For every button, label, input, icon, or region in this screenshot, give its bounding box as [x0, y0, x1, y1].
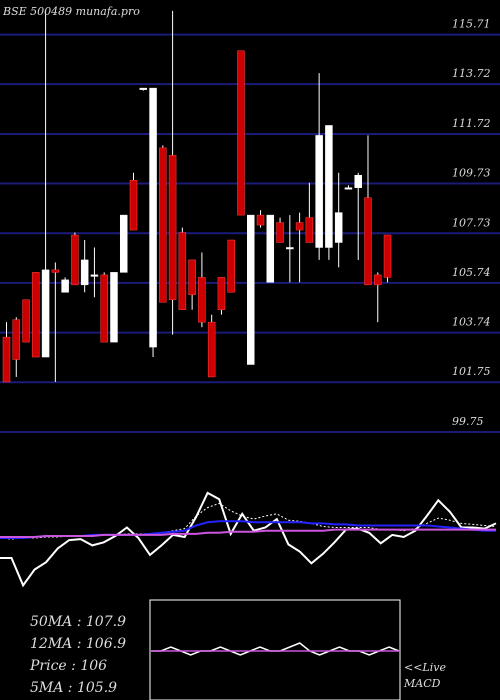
y-tick-label: 113.72: [452, 67, 491, 80]
indicator-series-line: [0, 528, 496, 538]
candle-body: [364, 197, 372, 286]
candle-body: [344, 187, 353, 190]
candle-body: [325, 125, 333, 248]
macd-label: <<Live MACD: [404, 660, 446, 692]
candle-body: [256, 214, 265, 226]
y-tick-label: 107.73: [452, 216, 491, 229]
macd-title: MACD: [404, 677, 441, 690]
price-chart: 115.71 113.72 111.72 109.73 107.73 105.74 103.…: [0, 10, 500, 433]
macd-series-line: [151, 642, 400, 656]
candle-body: [374, 274, 382, 286]
candle-body: [100, 274, 108, 343]
candle-body: [71, 234, 79, 286]
candle-body: [178, 232, 187, 310]
candle-body: [51, 269, 60, 273]
stat-50ma: 50MA : 107.9: [30, 614, 126, 630]
candle-body: [247, 214, 255, 365]
candle-body: [159, 147, 167, 303]
candle-body: [198, 277, 206, 323]
y-tick-label: 105.74: [452, 266, 491, 279]
y-tick-label: 99.75: [452, 415, 484, 428]
candle-body: [334, 212, 343, 243]
candle-body: [41, 269, 50, 358]
stat-label: 12MA: [30, 636, 73, 652]
y-tick-label: 115.71: [452, 18, 491, 31]
candle-body: [354, 175, 362, 188]
stat-label: Price: [30, 658, 72, 674]
candle-body: [110, 272, 118, 343]
candle-body: [12, 319, 21, 360]
candle-body: [22, 299, 30, 343]
candle-body: [2, 336, 11, 383]
candle-body: [305, 217, 314, 243]
macd-frame: [149, 599, 401, 700]
candle-body: [207, 321, 216, 378]
candle-body: [266, 214, 275, 283]
candle-body: [227, 239, 235, 293]
stat-value: 107.9: [85, 614, 126, 630]
stat-value: 106.9: [85, 636, 126, 652]
stat-5ma: 5MA : 105.9: [30, 680, 118, 696]
candle-body: [139, 87, 148, 90]
stat-12ma: 12MA : 106.9: [30, 636, 126, 652]
candle-body: [188, 259, 196, 296]
candle-body: [129, 179, 138, 231]
candle-body: [168, 155, 177, 301]
y-tick-label: 101.75: [452, 365, 491, 378]
candle-body: [119, 214, 128, 273]
indicator-series-line: [0, 502, 497, 540]
y-tick-label: 111.72: [452, 117, 491, 130]
candle-body: [149, 87, 157, 348]
candle-body: [237, 50, 245, 216]
candle-body: [217, 277, 226, 310]
stat-price: Price : 106: [30, 658, 108, 674]
live-label: <<Live: [404, 661, 446, 674]
stat-value: 106: [80, 658, 108, 674]
candle-body: [286, 247, 294, 250]
candle-body: [315, 135, 323, 248]
stat-label: 5MA: [30, 680, 64, 696]
chart-title: BSE 500489 munafa.pro: [3, 5, 140, 18]
candle-body: [276, 222, 284, 243]
indicator-series-line: [0, 491, 497, 588]
candle-body: [383, 234, 392, 278]
stat-value: 105.9: [76, 680, 118, 696]
candle-body: [32, 272, 40, 358]
candle-body: [90, 274, 99, 277]
candle-body: [295, 222, 304, 231]
stat-label: 50MA: [30, 614, 73, 630]
y-tick-label: 109.73: [452, 166, 491, 179]
candle-body: [61, 279, 69, 293]
candle-body: [80, 259, 89, 286]
y-tick-label: 103.74: [452, 316, 491, 329]
